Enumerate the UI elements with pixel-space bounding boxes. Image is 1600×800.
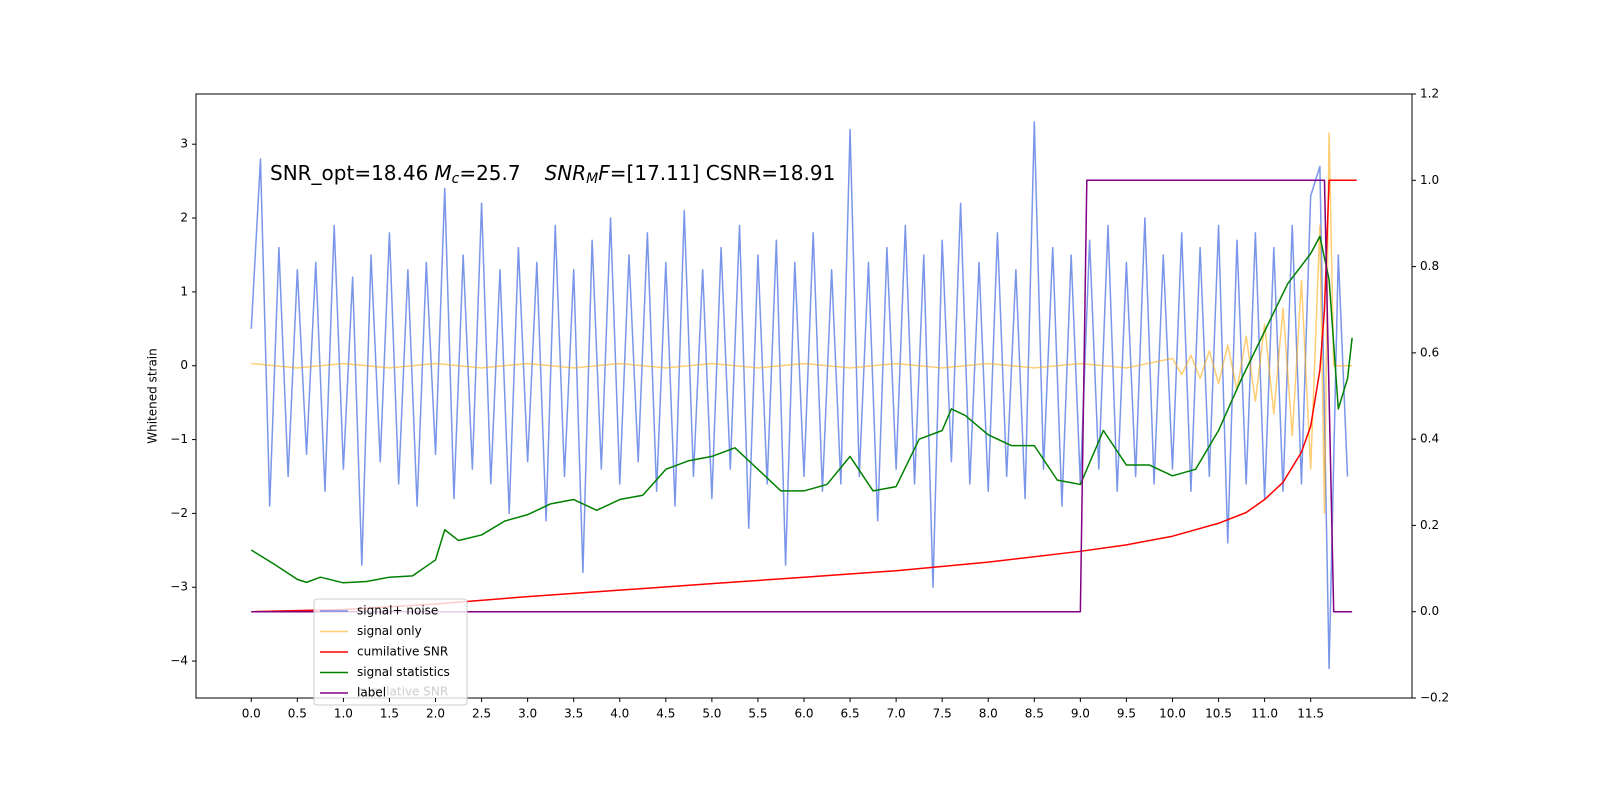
legend-label: signal+ noise <box>357 604 438 618</box>
annotation-part: =25.7 <box>459 161 520 185</box>
x-tick-label: 2.5 <box>472 707 491 721</box>
x-tick-label: 3.0 <box>518 707 537 721</box>
x-tick-label: 9.5 <box>1117 707 1136 721</box>
x-tick-label: 4.5 <box>656 707 675 721</box>
series-line <box>251 179 1357 613</box>
x-tick-label: 6.5 <box>841 707 860 721</box>
plot-area <box>196 94 1412 698</box>
legend-label: signal statistics <box>357 665 450 679</box>
legend-box <box>313 598 468 706</box>
y-tick-label: −2 <box>170 506 188 520</box>
annotation-part: M <box>586 171 598 187</box>
x-tick-label: 5.0 <box>702 707 721 721</box>
annotation-part: SNR <box>545 161 587 185</box>
annotation-part: c <box>452 171 460 187</box>
x-tick-label: 9.0 <box>1071 707 1090 721</box>
x-tick-label: 8.0 <box>979 707 998 721</box>
y-tick-label: −1 <box>170 432 188 446</box>
annotation-part: =[17.11] CSNR=18.91 <box>610 161 836 185</box>
y2-tick-label: 0.4 <box>1420 432 1439 446</box>
annotation-part: SNR_opt=18.46 <box>270 161 428 185</box>
legend-label: signal only <box>357 624 422 638</box>
legend-label: cumilative SNR <box>357 645 448 659</box>
annotation: SNR_opt=18.46 Mc=25.7 SNRMF=[17.11] CSNR=1… <box>270 161 835 188</box>
x-tick-label: 1.5 <box>380 707 399 721</box>
x-tick-label: 7.5 <box>933 707 952 721</box>
y2-tick-label: 1.2 <box>1420 87 1439 101</box>
y2-tick-label: 0.6 <box>1420 345 1439 359</box>
x-tick-label: 5.5 <box>748 707 767 721</box>
series-line <box>250 121 1349 670</box>
x-tick-label: 1.0 <box>334 707 353 721</box>
annotation-part: F <box>598 161 610 185</box>
x-tick-label: 7.0 <box>887 707 906 721</box>
x-tick-label: 6.0 <box>794 707 813 721</box>
x-tick-label: 11.5 <box>1297 707 1324 721</box>
series-line <box>250 235 1353 584</box>
y2-tick-label: 1.0 <box>1420 173 1439 187</box>
y2-tick-label: 0.0 <box>1420 604 1439 618</box>
x-tick-label: 3.5 <box>564 707 583 721</box>
x-tick-label: 10.5 <box>1205 707 1232 721</box>
y2-tick-label: 0.8 <box>1420 259 1439 273</box>
y-tick-label: 2 <box>180 211 188 225</box>
y-axis-label: Whitened strain <box>146 348 160 444</box>
x-tick-label: 0.0 <box>242 707 261 721</box>
legend-label: label <box>357 686 386 700</box>
x-tick-label: 4.0 <box>610 707 629 721</box>
x-tick-label: 0.5 <box>288 707 307 721</box>
y2-tick-label: −0.2 <box>1420 691 1449 705</box>
x-tick-label: 2.0 <box>426 707 445 721</box>
y-tick-label: 1 <box>180 284 188 298</box>
annotation-part: M <box>434 161 451 185</box>
x-tick-label: 10.0 <box>1159 707 1186 721</box>
y-tick-label: 0 <box>180 358 188 372</box>
y-tick-label: −4 <box>170 654 188 668</box>
y-tick-label: 3 <box>180 137 188 151</box>
series-line <box>251 132 1353 515</box>
series-line <box>251 179 1353 613</box>
y-tick-label: −3 <box>170 580 188 594</box>
x-tick-label: 8.5 <box>1025 707 1044 721</box>
y2-tick-label: 0.2 <box>1420 518 1439 532</box>
x-tick-label: 11.0 <box>1251 707 1278 721</box>
